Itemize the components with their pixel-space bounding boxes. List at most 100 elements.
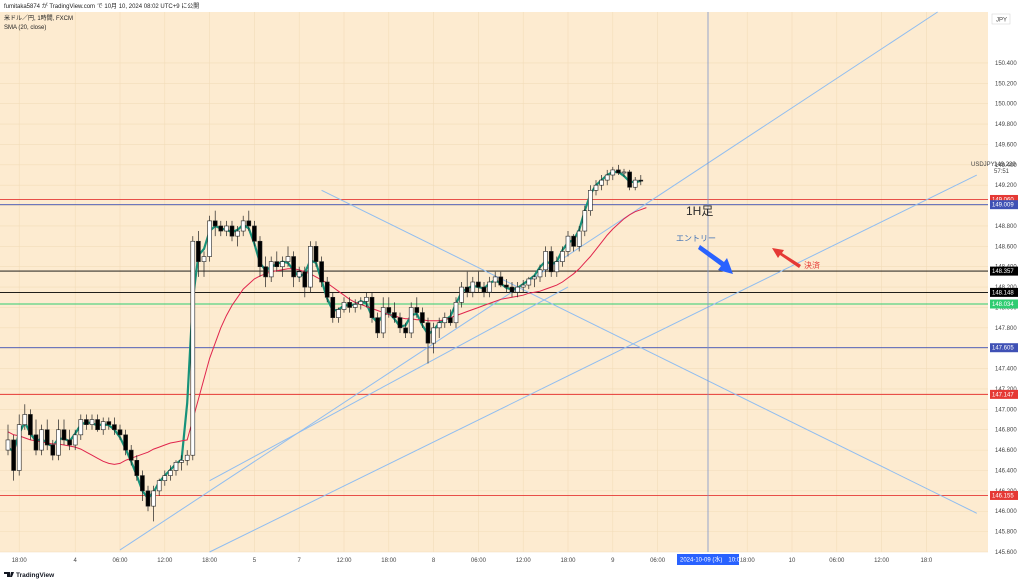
candle-body <box>179 460 184 463</box>
level-price-tag <box>990 194 1018 204</box>
candle-body <box>201 256 207 262</box>
candle-body <box>72 434 78 446</box>
current-price-label: 149.239 <box>994 162 1016 168</box>
candle-body <box>156 480 162 492</box>
bar-countdown: 57:51 <box>994 169 1010 175</box>
price-axis-panel[interactable] <box>988 12 1024 552</box>
symbol-price-tag: USDJPY <box>971 162 995 168</box>
time-tick-label: 18:0 <box>921 558 933 564</box>
crosshair-time-text: 2024-10-09 (水) 10:00 <box>680 556 744 564</box>
candle-body <box>408 307 414 334</box>
candle-body <box>240 220 246 232</box>
time-tick-label: 12:00 <box>336 558 352 564</box>
candle-body <box>442 317 448 324</box>
candle-body <box>576 230 582 247</box>
candle-body <box>414 307 420 313</box>
candle-body <box>229 225 235 237</box>
candle-body <box>313 246 319 262</box>
candle-body <box>246 220 252 227</box>
candle-body <box>134 460 140 476</box>
level-price-tag <box>990 200 1018 210</box>
candle-body <box>532 276 537 280</box>
candle-body <box>123 434 128 451</box>
candle-body <box>61 429 67 441</box>
candle-body <box>308 246 313 288</box>
candle-body <box>397 317 403 329</box>
trend-line[interactable] <box>321 189 978 514</box>
price-tick-label: 149.400 <box>995 163 1017 169</box>
candle-body <box>554 261 560 273</box>
candle-body <box>112 424 117 431</box>
candle-body <box>196 240 201 262</box>
level-price-text: 147.605 <box>992 346 1014 352</box>
time-tick-label: 06:00 <box>112 558 128 564</box>
candle-body <box>145 490 151 507</box>
candle-body <box>274 261 280 268</box>
candle-body <box>218 225 224 232</box>
candle-body <box>341 302 347 310</box>
candle-body <box>436 322 442 329</box>
candle-body <box>621 171 627 174</box>
candle-body <box>610 169 616 176</box>
candle-body <box>464 286 470 293</box>
price-tick-label: 146.800 <box>995 428 1017 434</box>
candle-body <box>224 225 229 232</box>
candle-body <box>470 281 476 293</box>
candle-body <box>593 184 599 191</box>
candle-body <box>582 210 588 232</box>
price-tick-label: 149.600 <box>995 142 1017 148</box>
candle-body <box>453 302 459 324</box>
price-tick-label: 150.200 <box>995 81 1017 87</box>
candle-body <box>78 419 84 436</box>
level-price-text: 148.148 <box>992 290 1014 296</box>
candle-body <box>140 475 145 492</box>
candle-body <box>375 317 380 334</box>
exit-arrow-icon <box>772 248 801 268</box>
candle-body <box>537 269 543 278</box>
candle-body <box>492 276 498 283</box>
candle-body <box>347 302 352 308</box>
candle-body <box>11 439 16 471</box>
candle-body <box>352 304 358 308</box>
candle-body <box>632 179 638 188</box>
level-price-text: 149.009 <box>992 203 1014 209</box>
candle-body <box>543 251 548 271</box>
candle-body <box>33 434 39 451</box>
candle-body <box>39 429 44 451</box>
price-tick-label: 149.800 <box>995 122 1017 128</box>
candle-body <box>89 419 95 425</box>
candle-body <box>616 169 621 174</box>
entry-arrow-icon <box>698 245 733 274</box>
candle-body <box>190 240 196 456</box>
time-tick-label: 18:00 <box>202 558 218 564</box>
candle-body <box>548 251 554 273</box>
trend-line[interactable] <box>209 286 569 482</box>
candle-body <box>509 286 515 293</box>
tradingview-logo-text: TradingView <box>16 572 55 579</box>
candle-body <box>599 179 604 186</box>
publish-attribution: fumitaka5874 が TradingView.com で 10月 10,… <box>4 2 199 10</box>
trend-line[interactable] <box>209 174 978 553</box>
candle-body <box>268 261 274 278</box>
candle-body <box>56 429 61 456</box>
candle-body <box>106 421 112 425</box>
candle-body <box>431 327 436 344</box>
candle-body <box>336 309 341 318</box>
candle-body <box>5 439 11 451</box>
currency-label: JPY <box>996 18 1007 24</box>
level-price-text: 146.155 <box>992 493 1014 499</box>
time-tick-label: 18:00 <box>560 558 576 564</box>
price-tick-label: 147.800 <box>995 326 1017 332</box>
candle-body <box>498 276 504 286</box>
candle-body <box>280 261 285 268</box>
candle-body <box>16 424 22 471</box>
candle-body <box>168 470 173 476</box>
time-axis-panel[interactable] <box>0 552 1024 566</box>
level-price-tag <box>990 299 1018 309</box>
candle-body <box>627 171 632 188</box>
entry-annotation: エントリー <box>676 234 716 243</box>
candle-body <box>520 284 526 288</box>
candle-body <box>403 327 408 334</box>
candle-body <box>448 317 453 324</box>
